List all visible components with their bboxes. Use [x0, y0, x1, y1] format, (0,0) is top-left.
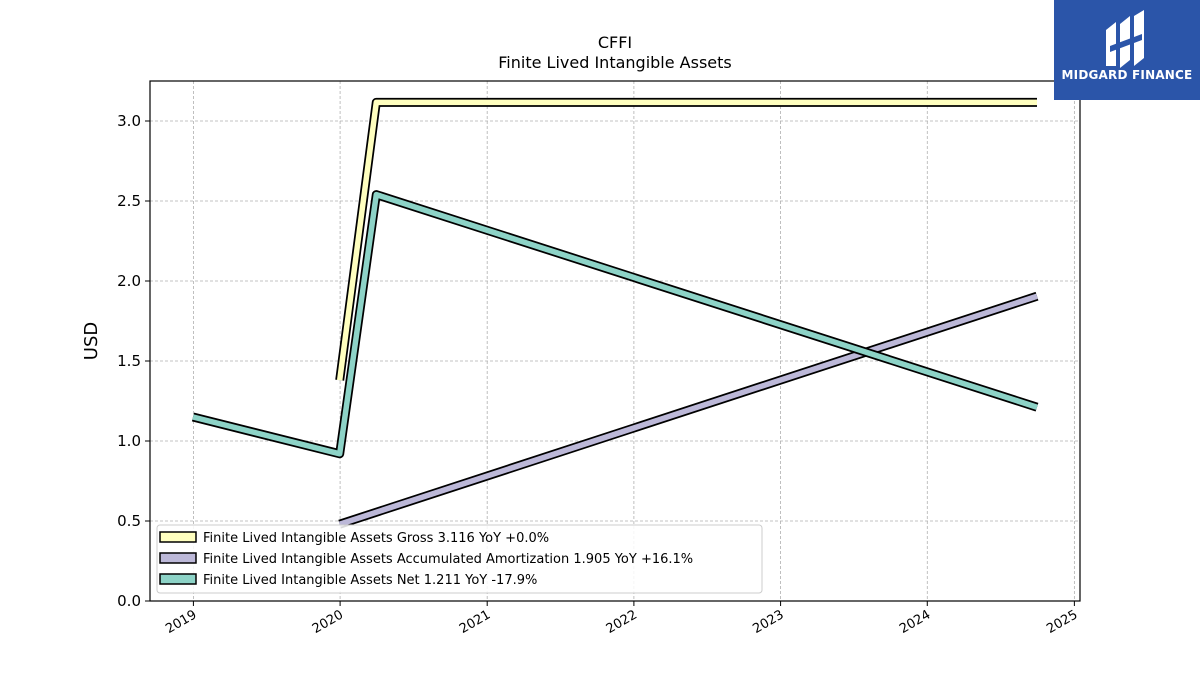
y-tick-label: 2.0 — [117, 272, 141, 290]
chart-title: CFFI — [598, 33, 632, 52]
logo-mark-icon — [1106, 10, 1144, 68]
y-tick-label: 3.0 — [117, 112, 141, 130]
legend-label: Finite Lived Intangible Assets Accumulat… — [203, 552, 693, 567]
chart-subtitle: Finite Lived Intangible Assets — [498, 53, 731, 72]
y-tick-label: 2.5 — [117, 192, 141, 210]
brand-logo: MIDGARD FINANCE — [1054, 0, 1200, 100]
legend-swatch — [159, 531, 197, 543]
x-tick-label: 2021 — [457, 607, 493, 637]
y-axis-label: USD — [81, 322, 102, 360]
series-line-outline — [191, 190, 1039, 459]
y-tick-label: 0.0 — [117, 592, 141, 610]
y-tick-label: 1.5 — [117, 352, 141, 370]
legend-label: Finite Lived Intangible Assets Net 1.211… — [203, 573, 537, 588]
x-tick-label: 2020 — [310, 607, 346, 637]
y-tick-label: 0.5 — [117, 512, 141, 530]
x-tick-label: 2022 — [604, 607, 640, 637]
series-line — [192, 191, 1038, 457]
series-line — [336, 99, 1037, 381]
legend-label: Finite Lived Intangible Assets Gross 3.1… — [203, 531, 549, 546]
x-tick-label: 2019 — [163, 607, 199, 637]
legend-swatch — [159, 552, 197, 564]
y-tick-label: 1.0 — [117, 432, 141, 450]
logo-text: MIDGARD FINANCE — [1061, 68, 1193, 82]
series-line — [338, 293, 1038, 527]
series-line-outline — [335, 97, 1037, 381]
legend-box — [156, 524, 763, 594]
plot-frame — [149, 80, 1081, 602]
x-tick-label: 2024 — [897, 607, 933, 637]
legend-swatch — [159, 573, 197, 585]
x-tick-label: 2023 — [750, 607, 786, 637]
x-tick-label: 2025 — [1044, 607, 1080, 637]
